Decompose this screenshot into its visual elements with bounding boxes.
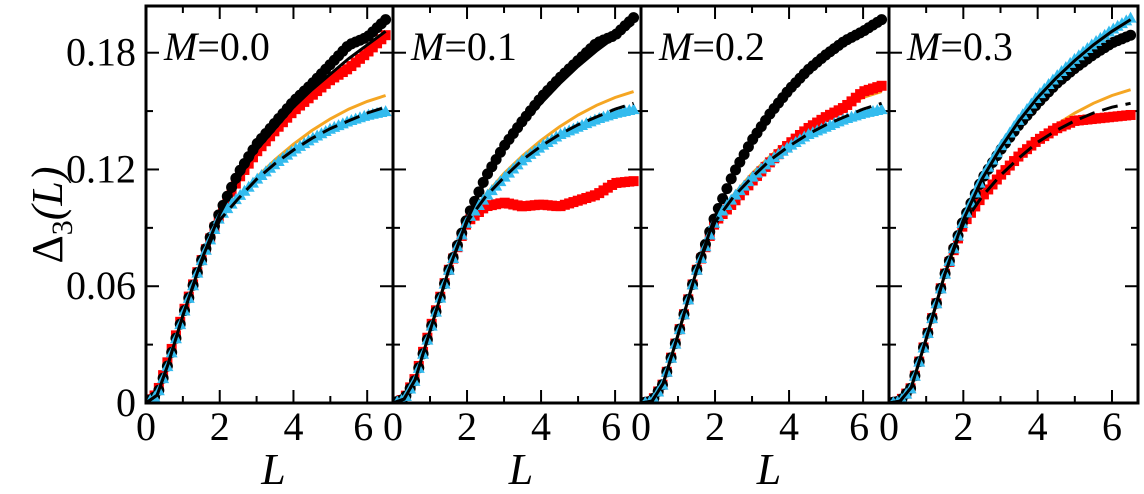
y-tick-label: 0.18: [66, 30, 136, 75]
plot-area: 0 2 4 6M=0.0L0 2 4 6M=0.1L0 2 4 6M=0.2L0 2 4 6M=0.30…: [66, 4, 1140, 494]
svg-text:Δ3(L): Δ3(L): [23, 166, 79, 263]
y-axis-title-subscript: 3: [46, 220, 79, 235]
x-tick-label: 6: [353, 404, 373, 449]
x-tick-label: 6: [601, 404, 621, 449]
y-tick-label: 0.06: [66, 263, 136, 308]
panel-label: M=0.2: [658, 24, 765, 69]
panel-data: [889, 11, 1137, 403]
panel-label-variable: M: [410, 24, 447, 69]
x-tick-label: 0: [383, 404, 403, 449]
x-axis-title: L: [260, 445, 285, 494]
y-axis-title-delta: Δ: [23, 235, 72, 263]
panel-1: 0 2 4 6 M=0.0 L: [136, 4, 395, 494]
x-tick-label: 4: [779, 404, 799, 449]
y-tick-labels: 0 0.06 0.12 0.18: [66, 30, 136, 425]
point-black-circles: [628, 12, 640, 24]
x-tick-label: 4: [1028, 404, 1048, 449]
point-red-squares: [1125, 109, 1136, 120]
x-tick-label: 4: [283, 404, 303, 449]
y-axis-title-arg: (L): [23, 166, 72, 220]
panel-data: [393, 12, 640, 403]
series-orange-solid: [641, 90, 883, 403]
series-black-solid: [393, 22, 635, 403]
y-axis-title: Δ3(L): [23, 166, 79, 263]
panel-label: M=0.1: [410, 24, 517, 69]
x-axis-title: L: [756, 445, 781, 494]
point-red-squares: [380, 30, 391, 41]
point-red-squares: [876, 80, 887, 91]
x-tick-label: 0: [879, 404, 899, 449]
x-tick-label: 2: [705, 404, 725, 449]
x-tick-label: 6: [849, 404, 869, 449]
series-black-dashed: [641, 101, 883, 403]
panel-label-variable: M: [163, 24, 200, 69]
panel-label-value: =0.1: [444, 24, 517, 69]
panel-label-value: =0.0: [197, 24, 270, 69]
point-red-squares: [628, 176, 639, 187]
point-black-circles: [1125, 29, 1137, 41]
series-black-dashed: [889, 101, 1131, 403]
point-black-circles: [380, 14, 392, 26]
x-tick-label: 2: [210, 404, 230, 449]
panel-data: [146, 14, 392, 403]
series-black-solid: [889, 18, 1132, 403]
series-black-dashed: [146, 105, 387, 403]
panel-label-value: =0.3: [940, 24, 1013, 69]
series-black-solid: [146, 30, 387, 403]
panel-frame: [887, 4, 1140, 405]
panel-label: M=0.0: [163, 24, 270, 69]
x-tick-label: 0: [631, 404, 651, 449]
x-tick-label: 2: [953, 404, 973, 449]
panel-label-variable: M: [658, 24, 695, 69]
panel-4: 0 2 4 6 M=0.3: [879, 4, 1140, 449]
x-axis-title: L: [508, 445, 533, 494]
panel-label-variable: M: [906, 24, 943, 69]
point-blue-triangles: [627, 103, 640, 115]
panel-3: 0 2 4 6 M=0.2 L: [631, 4, 891, 494]
x-tick-label: 4: [531, 404, 551, 449]
x-tick-label: 0: [136, 404, 156, 449]
x-tick-label: 6: [1102, 404, 1122, 449]
y-tick-label: 0: [116, 380, 136, 425]
series-black-dashed: [393, 101, 635, 403]
panel-label-value: =0.2: [692, 24, 765, 69]
panel-2: 0 2 4 6 M=0.1 L: [383, 4, 643, 494]
y-tick-label: 0.12: [66, 146, 136, 191]
panel-data: [641, 14, 888, 403]
point-blue-triangles: [379, 105, 392, 117]
x-tick-label: 2: [457, 404, 477, 449]
point-blue-triangles: [875, 103, 888, 115]
panel-label: M=0.3: [906, 24, 1013, 69]
